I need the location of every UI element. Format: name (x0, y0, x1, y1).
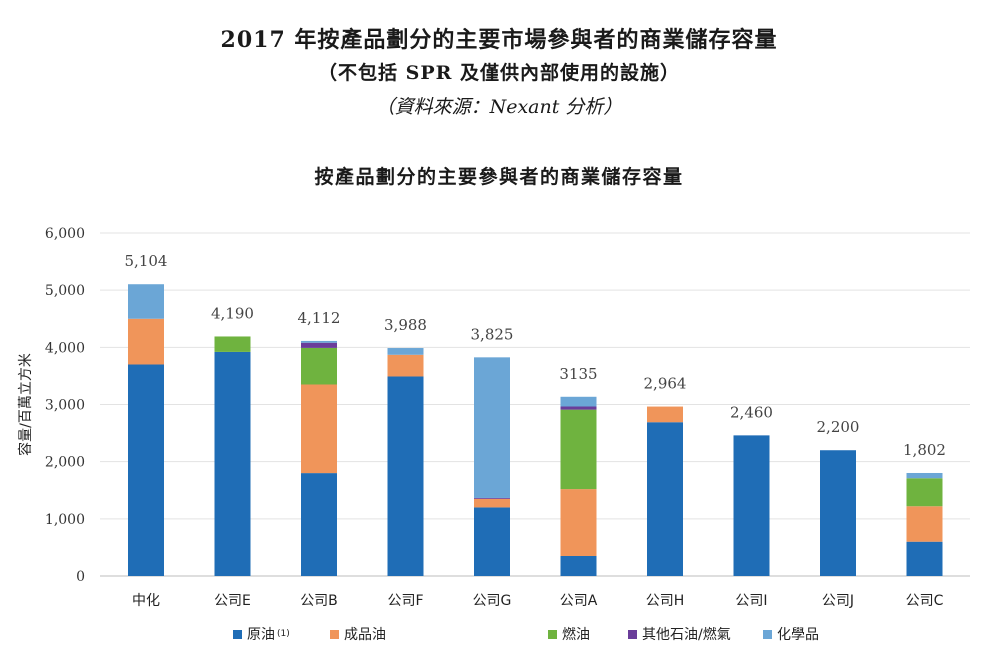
x-tick-label: 公司A (560, 593, 598, 609)
report-source: （資料來源：Nexant 分析） (375, 96, 623, 118)
bar-segment (560, 396, 597, 407)
bar-segment (214, 351, 251, 576)
bar-total-label: 2,460 (730, 403, 773, 421)
bar-segment (387, 354, 424, 377)
bar-segment (301, 347, 337, 385)
legend-swatch (233, 629, 242, 639)
legend-swatch (763, 629, 772, 639)
bar-segment (820, 450, 856, 576)
bar-segment (906, 478, 943, 507)
bar-segment (128, 318, 164, 365)
legend-item: 化學品 (763, 624, 819, 644)
bar-segment (301, 473, 337, 576)
bar-segment (474, 357, 510, 498)
y-tick-label: 5,000 (45, 283, 85, 299)
x-tick-label: 公司F (387, 593, 423, 609)
x-tick-label: 公司E (214, 593, 251, 609)
bar-total-label: 3,988 (384, 316, 427, 334)
chart-title: 按產品劃分的主要參與者的商業儲存容量 (314, 166, 684, 188)
bar-total-label: 2,964 (644, 375, 687, 393)
x-tick-label: 公司H (646, 593, 685, 609)
y-tick-label: 1,000 (45, 512, 85, 528)
bar-segment (301, 340, 337, 343)
x-tick-label: 中化 (132, 593, 160, 609)
chart-legend: 原油 (1) 成品油 燃油 其他石油/燃氣 化學品 (0, 624, 998, 646)
y-tick-label: 3,000 (45, 398, 85, 414)
bar-segment (906, 472, 943, 479)
x-tick-label: 公司C (906, 593, 944, 609)
bar-segment (387, 348, 424, 355)
bar-segment (474, 507, 510, 576)
bar-segment (560, 555, 597, 576)
legend-item: 成品油 (330, 624, 386, 644)
bar-total-label: 4,112 (298, 309, 341, 327)
legend-label: 燃油 (562, 627, 590, 643)
bar-segment (474, 497, 510, 499)
x-tick-label: 公司J (822, 593, 854, 609)
bar-segment (647, 406, 683, 423)
legend-item: 原油 (1) (233, 624, 290, 644)
y-tick-label: 0 (76, 569, 85, 585)
legend-swatch (548, 629, 557, 639)
bar-segment (301, 342, 337, 348)
legend-label: 化學品 (777, 627, 819, 643)
bar-segment (128, 284, 164, 319)
bar-total-label: 1,802 (903, 441, 946, 459)
report-title: 2017 年按產品劃分的主要市場參與者的商業儲存容量 (220, 27, 778, 53)
x-tick-label: 公司G (473, 593, 512, 609)
bar-segment (560, 489, 597, 556)
stacked-bar-chart: 0 1,000 2,000 3,000 4,000 5,000 6,000 容量/百萬立方米 5… (17, 226, 970, 609)
bar-segment (560, 406, 597, 410)
bar-segment (906, 541, 943, 576)
bar-segment (906, 506, 943, 542)
bar-segment (733, 435, 770, 576)
y-tick-label: 2,000 (45, 455, 85, 471)
bar-segment (301, 384, 337, 474)
report-subtitle: （不包括 SPR 及僅供內部使用的設施） (317, 62, 681, 84)
y-tick-label: 4,000 (45, 340, 85, 356)
bar-total-label: 4,190 (211, 304, 254, 322)
bar-segment (387, 376, 424, 576)
bar-total-label: 3,825 (471, 325, 514, 343)
bar-segment (474, 498, 510, 508)
legend-item: 其他石油/燃氣 (628, 624, 731, 644)
bar-segment (560, 409, 597, 490)
legend-footnote-marker: (1) (277, 629, 290, 639)
bar-segment (128, 364, 164, 576)
bar-segment (647, 422, 683, 576)
x-tick-label: 公司I (735, 593, 767, 609)
y-tick-label: 6,000 (45, 226, 85, 242)
y-axis-label: 容量/百萬立方米 (17, 353, 34, 456)
legend-item: 燃油 (548, 624, 590, 644)
legend-label: 其他石油/燃氣 (642, 627, 731, 643)
bar-segment (214, 336, 251, 352)
legend-label: 成品油 (344, 627, 386, 643)
bar-total-label: 2,200 (817, 418, 860, 436)
legend-label: 原油 (247, 627, 275, 643)
legend-swatch (330, 629, 339, 639)
legend-swatch (628, 629, 637, 639)
x-tick-label: 公司B (300, 593, 338, 609)
bar-total-label: 5,104 (125, 252, 168, 270)
bar-total-label: 3135 (559, 365, 597, 383)
